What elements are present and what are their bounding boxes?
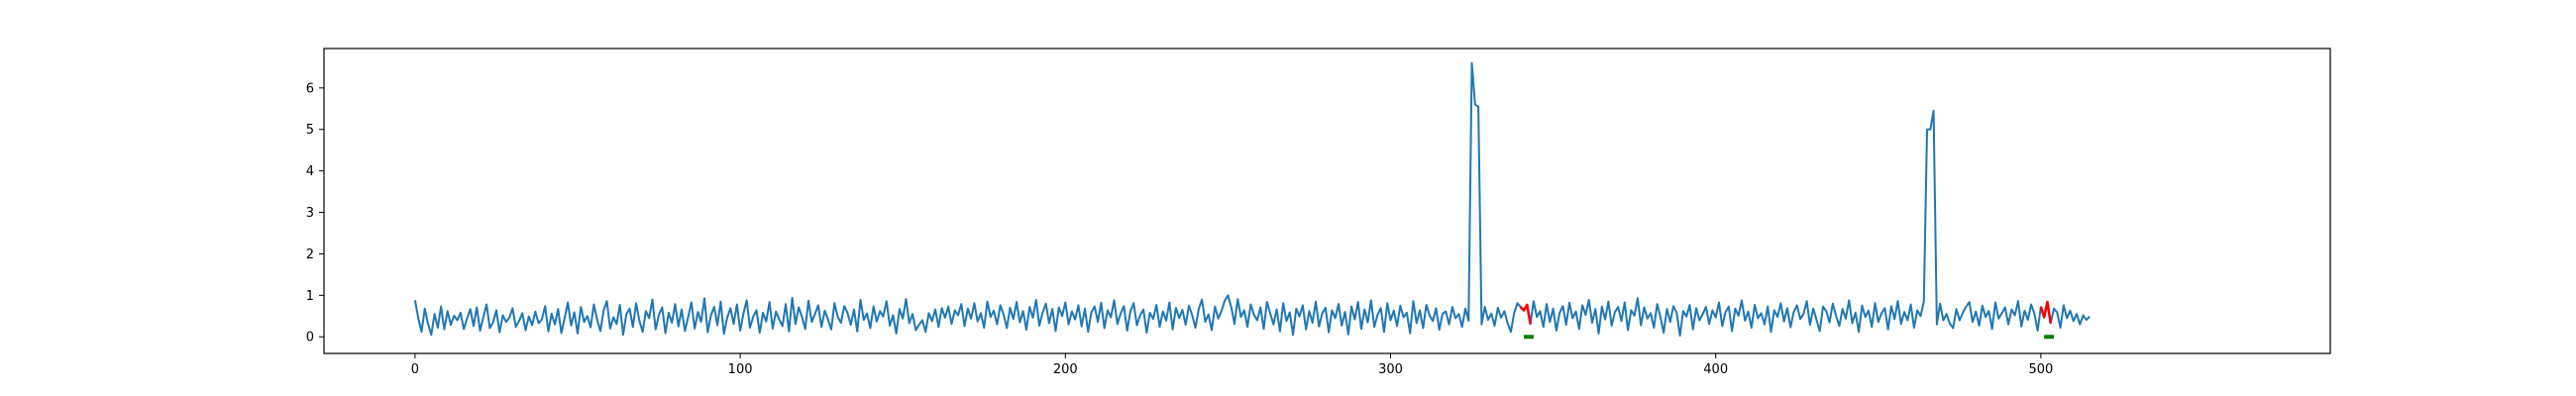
- x-tick-label: 200: [1053, 362, 1078, 377]
- axes: 0 100 200 300 400 500 0 1 2 3 4 5 6: [306, 48, 2331, 377]
- y-tick-label: 5: [306, 123, 314, 138]
- x-tick-label: 0: [411, 362, 419, 377]
- x-tick-label: 300: [1378, 362, 1403, 377]
- y-tick-label: 0: [306, 331, 314, 346]
- plot-area: [413, 61, 2091, 340]
- y-tick-label: 6: [306, 81, 314, 96]
- x-tick-label: 100: [728, 362, 753, 377]
- y-tick-label: 4: [306, 164, 314, 179]
- signal-series-line: [413, 61, 2091, 337]
- x-tick-label: 400: [1703, 362, 1728, 377]
- plot-frame: [323, 48, 2331, 354]
- x-tick-label: 500: [2028, 362, 2053, 377]
- anomaly-segment-2: [2039, 300, 2053, 324]
- y-tick-label: 1: [306, 289, 314, 304]
- anomaly-segment-1: [1519, 303, 1532, 325]
- y-tick-label: 2: [306, 248, 314, 262]
- y-tick-label: 3: [306, 206, 314, 221]
